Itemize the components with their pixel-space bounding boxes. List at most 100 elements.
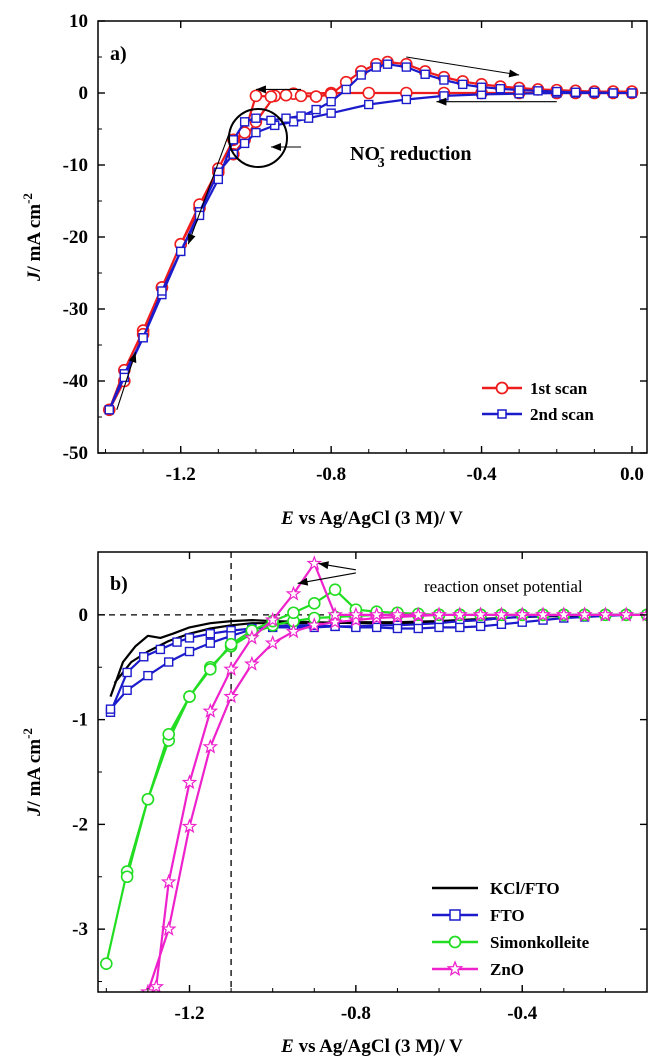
panel-b-y-axis-title: J/ mA cm-2	[20, 728, 45, 817]
data-point-3-48	[148, 978, 165, 992]
data-point-1-29	[213, 174, 224, 185]
legend-label-1st-scan: 1st scan	[530, 379, 588, 398]
y-tick-label: 10	[69, 11, 88, 32]
data-point-1-1	[122, 667, 132, 678]
panel-a-label: a)	[110, 43, 127, 65]
data-point-2-49	[162, 727, 176, 741]
data-point-1-53	[105, 704, 116, 714]
panel-a-annotation: NO-3 reduction	[228, 108, 472, 171]
y-tick-label: -1	[72, 710, 88, 731]
data-point-1-6	[205, 629, 215, 639]
annotation-arrow-0-head	[128, 352, 137, 363]
data-point-1-40	[371, 622, 382, 633]
data-point-3-3	[202, 738, 219, 754]
data-point-1-32	[251, 113, 261, 123]
y-tick-label: -20	[63, 227, 88, 248]
y-tick-label: -10	[63, 155, 88, 176]
x-tick-label: -1.2	[166, 464, 196, 485]
annotation-arrow-0-head	[318, 561, 329, 570]
data-point-1-28	[194, 210, 205, 221]
data-point-1-14	[251, 127, 261, 138]
data-point-1-26	[157, 286, 167, 296]
data-point-1-41	[382, 59, 393, 69]
data-point-3-41	[285, 585, 302, 601]
x-tick-label: 0.0	[620, 464, 644, 485]
data-point-1-52	[122, 685, 132, 695]
panel-a-ticks: -1.2 -0.8 -0.4 0.0 10 0 -10 -20 -30 -40 -50	[63, 11, 647, 485]
y-tick-label: -30	[63, 299, 88, 320]
data-point-3-32	[472, 606, 489, 622]
data-point-1-42	[401, 62, 412, 72]
data-point-1-39	[392, 623, 403, 634]
panel-b-ticks: -1.2 -0.8 -0.4 0 -1 -2 -3	[72, 552, 648, 1024]
data-point-2-41	[328, 583, 342, 597]
panel-a: -1.2 -0.8 -0.4 0.0 10 0 -10 -20 -30 -40 -50 a) NO-…	[20, 11, 648, 529]
legend-label-fto: FTO	[490, 906, 525, 925]
data-point-1-33	[266, 115, 276, 126]
x-tick-label: -0.4	[467, 464, 498, 485]
data-point-1-35	[296, 111, 306, 121]
panel-a-x-axis-title: E vs Ag/AgCl (3 M)/ V	[280, 508, 463, 529]
data-point-1-47	[495, 83, 506, 94]
data-point-1-48	[514, 85, 524, 95]
data-point-1-5	[184, 633, 195, 643]
data-point-1-38	[341, 84, 351, 95]
y-tick-label: 0	[79, 605, 89, 626]
data-point-1-9	[364, 99, 374, 110]
data-point-2-43	[287, 606, 300, 620]
data-point-3-44	[223, 661, 239, 677]
data-point-1-46	[476, 82, 487, 92]
panel-b-label: b)	[110, 573, 128, 595]
data-point-2-48	[183, 690, 196, 703]
legend-marker-1st-scan	[495, 381, 509, 395]
data-point-3-28	[555, 606, 572, 622]
data-point-3-34	[431, 606, 447, 622]
data-point-1-51	[570, 87, 581, 97]
data-point-3-9	[327, 613, 343, 629]
data-point-1-49	[184, 646, 195, 657]
legend-label-simonkolleite: Simonkolleite	[490, 933, 590, 952]
legend-marker-simonkolleite	[448, 935, 462, 949]
data-point-1-25	[138, 333, 148, 343]
data-point-3-37	[368, 606, 385, 622]
series-line-2	[105, 588, 647, 964]
legend-marker-fto	[449, 909, 461, 921]
legend-label-kcl-fto: KCl/FTO	[490, 879, 560, 898]
data-point-0-33	[279, 88, 293, 102]
annotation-arrow-2-head	[255, 85, 266, 94]
data-point-3-43	[244, 629, 260, 645]
data-point-3-38	[348, 606, 364, 622]
data-point-3-4	[223, 688, 239, 704]
data-point-0-32	[264, 90, 278, 103]
data-point-1-34	[496, 619, 507, 629]
data-point-3-6	[264, 634, 281, 650]
x-tick-label: -0.4	[507, 1003, 538, 1024]
data-point-1-8	[401, 94, 412, 105]
data-point-1-11	[303, 113, 314, 123]
annotation-arrow-1	[187, 121, 234, 245]
panel-a-legend: 1st scan 2nd scan	[482, 379, 594, 424]
data-point-1-31	[239, 117, 250, 127]
plot-series-group	[98, 552, 647, 992]
data-point-3-7	[285, 623, 302, 639]
data-point-3-1	[160, 920, 177, 936]
data-point-3-39	[327, 606, 343, 622]
y-tick-label: -40	[63, 371, 88, 392]
data-point-1-51	[143, 670, 153, 681]
x-tick-label: -0.8	[341, 1003, 371, 1024]
data-point-3-30	[514, 606, 531, 622]
data-point-3-40	[306, 555, 323, 571]
data-point-1-44	[439, 75, 449, 85]
data-point-1-15	[239, 138, 250, 149]
data-point-3-5	[244, 655, 260, 671]
data-point-1-40	[371, 62, 381, 72]
data-point-2-50	[141, 792, 155, 806]
data-point-1-39	[356, 70, 366, 80]
legend-star-shape	[446, 960, 464, 977]
legend-marker-zno	[446, 960, 464, 977]
data-point-2-51	[120, 870, 134, 884]
data-point-1-23	[104, 405, 114, 415]
panel-b-x-axis-title: E vs Ag/AgCl (3 M)/ V	[280, 1036, 463, 1057]
data-point-1-12	[288, 117, 299, 127]
data-point-3-10	[348, 611, 364, 627]
